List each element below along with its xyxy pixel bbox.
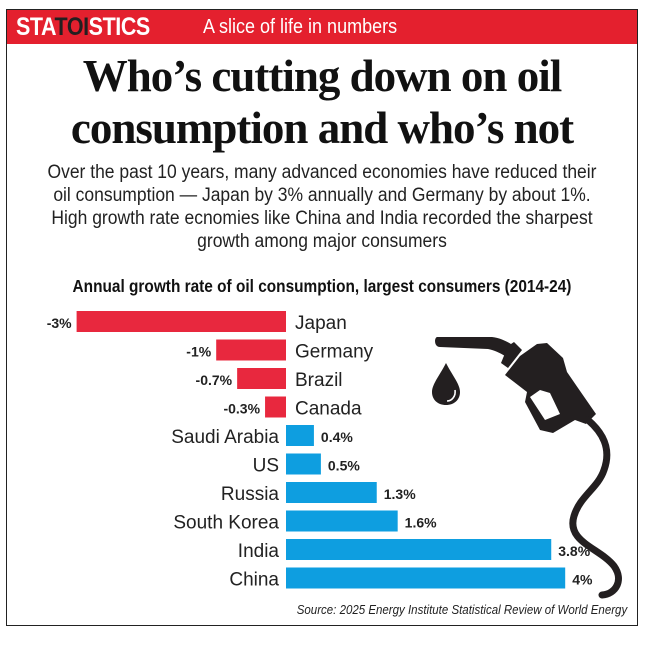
fuel-nozzle-spout-icon [435,337,511,356]
bar-us [286,453,321,475]
value-label-saudi-arabia: 0.4% [321,429,353,445]
bar-japan [76,311,286,332]
value-label-canada: -0.3% [223,401,260,417]
fuel-nozzle-body-icon [505,343,596,433]
headline: Who’s cutting down on oil consumption an… [7,50,637,154]
brand-toi: TOI [54,13,90,41]
fuel-pump-illustration [432,337,622,599]
bar-india [286,539,552,560]
fuel-nozzle-collar-icon [501,342,522,368]
value-label-us: 0.5% [328,458,360,474]
header-banner: STATOISTICS A slice of life in numbers [7,10,637,44]
category-label-saudi-arabia: Saudi Arabia [171,427,279,448]
bar-south-korea [286,510,398,532]
category-label-japan: Japan [295,313,347,334]
fuel-hose-icon [569,416,622,599]
brand-logo: STATOISTICS [16,13,150,42]
category-label-germany: Germany [295,342,374,363]
oil-drop-highlight [446,389,456,402]
value-label-china: 4% [572,572,593,588]
value-label-germany: -1% [186,344,211,360]
subtitle-line-2: oil consumption — Japan by 3% annually a… [53,185,591,206]
value-label-japan: -3% [47,315,72,331]
value-label-brazil: -0.7% [196,372,233,388]
headline-line-2: consumption and who’s not [70,103,574,153]
chart-title: Annual growth rate of oil consumption, l… [72,276,572,296]
value-label-india: 3.8% [558,543,590,559]
bar-germany [216,339,286,361]
category-label-canada: Canada [295,399,362,420]
bar-russia [286,482,377,503]
value-label-russia: 1.3% [384,486,416,502]
category-label-india: India [238,541,280,562]
source-note: Source: 2025 Energy Institute Statistica… [296,603,627,617]
value-label-south-korea: 1.6% [405,515,437,531]
subtitle: Over the past 10 years, many advanced ec… [32,161,612,253]
category-label-china: China [229,570,279,591]
headline-line-1: Who’s cutting down on oil [82,51,562,101]
brand-prefix: STA [16,13,55,41]
category-label-brazil: Brazil [295,370,343,391]
category-label-south-korea: South Korea [173,513,279,534]
bar-canada [265,396,286,418]
category-label-russia: Russia [221,484,280,505]
tagline: A slice of life in numbers [203,16,398,38]
oil-drop-icon [432,363,460,405]
bar-saudi-arabia [286,425,314,446]
bar-china [286,567,566,589]
subtitle-line-4: growth among major consumers [197,231,447,252]
subtitle-line-1: Over the past 10 years, many advanced ec… [47,162,597,183]
brand-suffix: STICS [88,13,151,41]
bar-brazil [237,368,286,389]
category-label-us: US [253,456,279,477]
subtitle-line-3: High growth rate ecnomies like China and… [51,208,593,229]
